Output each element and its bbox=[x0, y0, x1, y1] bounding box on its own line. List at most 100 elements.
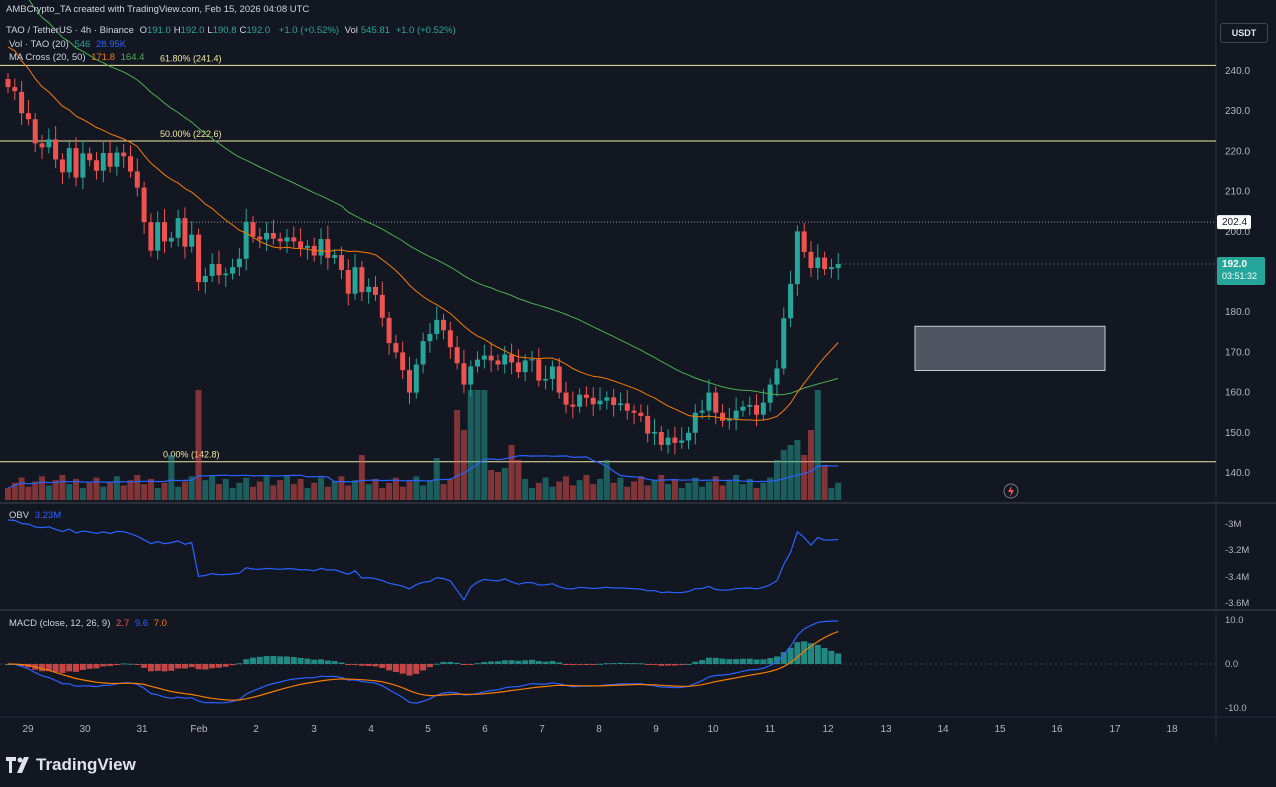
price-tick-label: 200.0 bbox=[1225, 227, 1250, 238]
macd-histogram-bar bbox=[787, 647, 794, 664]
candle bbox=[720, 404, 726, 427]
symbol-name[interactable]: TAO / TetherUS · 4h · Binance bbox=[6, 25, 134, 36]
obv-legend[interactable]: OBV 3.23M bbox=[9, 510, 64, 521]
volume-ma-value: 28.95K bbox=[95, 39, 127, 50]
volume-indicator-legend[interactable]: Vol · TAO (20) 546 28.95K bbox=[9, 39, 129, 50]
volume-bar bbox=[188, 476, 195, 500]
macd-histogram-bar bbox=[590, 664, 597, 665]
obv-line bbox=[7, 519, 839, 602]
candle bbox=[801, 222, 807, 258]
macd-histogram-bar bbox=[644, 664, 651, 665]
candle bbox=[658, 425, 664, 451]
candle bbox=[760, 389, 766, 421]
macd-histogram-bar bbox=[195, 664, 202, 670]
volume-bar bbox=[603, 460, 610, 500]
candle bbox=[815, 244, 821, 280]
volume-bar bbox=[392, 477, 399, 500]
macd-histogram-bar bbox=[631, 663, 638, 665]
time-tick-label: Feb bbox=[190, 724, 208, 735]
volume-bar bbox=[726, 480, 733, 500]
volume-bar bbox=[113, 476, 120, 500]
volume-bar bbox=[705, 481, 712, 500]
macd-legend[interactable]: MACD (close, 12, 26, 9) 2.7 9.6 7.0 bbox=[9, 618, 170, 629]
macd-histogram-bar bbox=[460, 664, 467, 665]
price-tick-label: 170.0 bbox=[1225, 347, 1250, 358]
macd-histogram-bar bbox=[324, 660, 331, 664]
volume-bar bbox=[318, 477, 325, 500]
candle-body bbox=[345, 269, 351, 294]
macd-histogram-bar bbox=[556, 662, 563, 664]
macd-histogram-bar bbox=[433, 663, 440, 665]
candle bbox=[284, 228, 290, 254]
candle bbox=[141, 181, 147, 234]
candle-body bbox=[270, 233, 276, 239]
ma20-value: 171.8 bbox=[91, 52, 115, 63]
macd-histogram-bar bbox=[651, 664, 658, 665]
volume-bar bbox=[542, 477, 549, 500]
ma-cross-label: MA Cross (20, 50) bbox=[9, 52, 86, 63]
time-tick-label: 17 bbox=[1109, 724, 1121, 735]
macd-histogram-bar bbox=[705, 657, 712, 664]
volume-bar bbox=[460, 430, 467, 500]
candle bbox=[345, 259, 351, 306]
volume-bar bbox=[39, 476, 46, 500]
volume-bar bbox=[474, 390, 481, 500]
candle bbox=[461, 349, 467, 394]
candle bbox=[556, 358, 562, 399]
macd-histogram-bar bbox=[338, 662, 345, 664]
candle bbox=[679, 427, 685, 449]
candle-body bbox=[794, 231, 800, 285]
currency-button[interactable]: USDT bbox=[1220, 23, 1268, 43]
volume-bar bbox=[794, 440, 801, 500]
candle bbox=[32, 113, 38, 153]
candle-body bbox=[114, 152, 120, 167]
volume-bar bbox=[569, 485, 576, 500]
macd-histogram-bar bbox=[73, 664, 80, 672]
candle bbox=[406, 356, 412, 405]
candle-body bbox=[481, 355, 487, 360]
candle-body bbox=[760, 402, 766, 415]
candle-body bbox=[284, 237, 290, 242]
time-tick-label: 12 bbox=[822, 724, 834, 735]
candle-body bbox=[488, 355, 494, 361]
volume-bar bbox=[692, 477, 699, 500]
macd-histogram-bar bbox=[229, 664, 236, 666]
time-tick-label: 10 bbox=[707, 724, 719, 735]
candle bbox=[529, 350, 535, 373]
candle bbox=[522, 354, 528, 381]
volume-bar bbox=[528, 488, 535, 500]
ma-cross-legend[interactable]: MA Cross (20, 50) 171.8 164.4 bbox=[9, 52, 147, 63]
candle bbox=[223, 267, 229, 287]
obv-tick-label: -3.2M bbox=[1225, 545, 1249, 556]
candle-body bbox=[577, 394, 583, 407]
time-tick-label: 3 bbox=[311, 724, 317, 735]
volume-bar bbox=[671, 478, 678, 500]
macd-histogram-bar bbox=[760, 659, 767, 664]
candle-body bbox=[250, 222, 256, 237]
candle bbox=[808, 241, 814, 277]
volume-bar bbox=[311, 482, 318, 500]
volume-bar bbox=[699, 486, 706, 500]
volume-bar bbox=[236, 482, 243, 500]
macd-histogram-bar bbox=[39, 664, 46, 672]
macd-histogram-bar bbox=[658, 664, 665, 666]
macd-histogram-bar bbox=[515, 660, 522, 664]
time-tick-label: 29 bbox=[22, 724, 34, 735]
volume-bar bbox=[372, 478, 379, 500]
candle-body bbox=[624, 403, 630, 411]
macd-histogram-bar bbox=[467, 664, 474, 665]
candle bbox=[66, 139, 72, 179]
candle-body bbox=[699, 410, 705, 413]
volume-bar bbox=[746, 478, 753, 500]
ma20-line bbox=[7, 46, 839, 421]
candle-body bbox=[597, 400, 603, 405]
ohlc-value-l: 190.8 bbox=[212, 25, 237, 36]
candle-body bbox=[536, 359, 542, 381]
candle bbox=[182, 207, 188, 259]
candle bbox=[134, 158, 140, 197]
macd-histogram-bar bbox=[610, 663, 617, 665]
candle-body bbox=[189, 234, 195, 247]
candle bbox=[590, 386, 596, 416]
macd-histogram-bar bbox=[372, 664, 379, 667]
